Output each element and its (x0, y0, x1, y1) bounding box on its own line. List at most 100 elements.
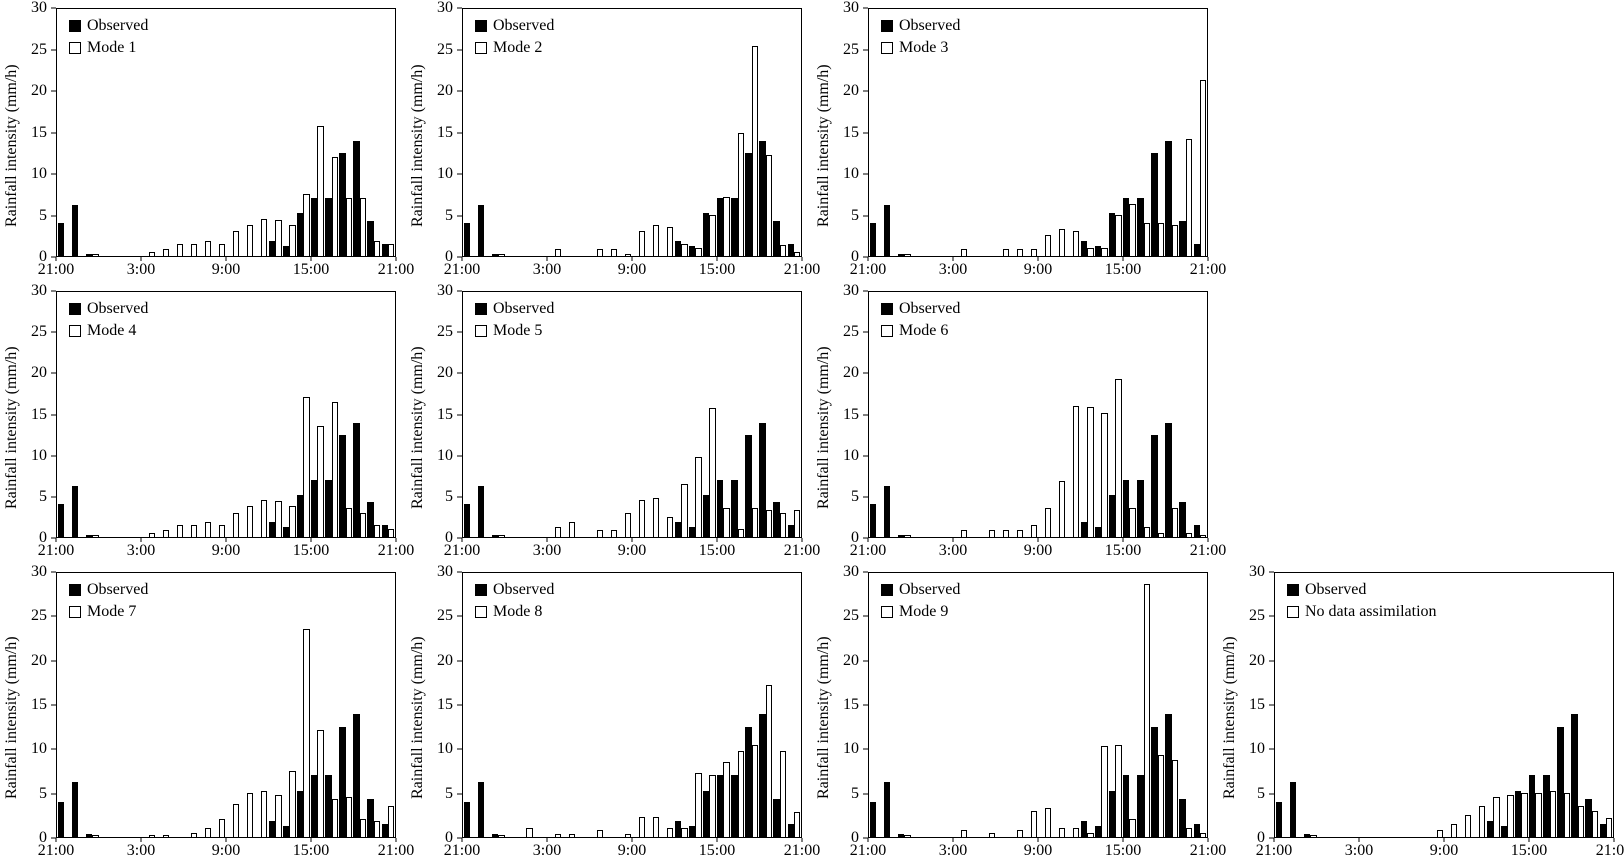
bar-slot (869, 9, 883, 256)
model-bar (1185, 828, 1193, 837)
model-bar (526, 828, 533, 837)
x-tick-label: 15:00 (698, 842, 736, 859)
observed-bar (688, 527, 696, 537)
y-tick-mark (457, 215, 462, 216)
x-tick-mark (801, 257, 803, 261)
chart-body: 0 5 10 15 20 25 30 Observed Mode 5 21:00 3:00 9:0… (428, 283, 820, 564)
y-tick-mark (51, 331, 56, 333)
model-bar (1087, 407, 1094, 537)
observed-bar (1094, 826, 1102, 837)
model-bar (988, 530, 995, 537)
y-tick-label: 20 (843, 82, 859, 99)
y-tick-label: 15 (31, 696, 47, 713)
x-tick-label: 9:00 (1023, 842, 1053, 859)
observed-bar (787, 524, 794, 537)
bar-slot (339, 292, 353, 537)
bar-slot (953, 9, 967, 256)
x-tick-label: 3:00 (126, 261, 156, 278)
y-tick-mark (457, 748, 462, 750)
chart-body: 0 5 10 15 20 25 30 Observed Mode 6 21:00 3:00 9:0… (834, 283, 1226, 564)
x-tick-label: 15:00 (292, 842, 330, 859)
legend: Observed Mode 2 (475, 15, 554, 59)
model-bar (751, 46, 758, 256)
model-bar (387, 528, 395, 537)
bar-slot (226, 292, 240, 537)
model-bar (779, 512, 787, 537)
model-bar (92, 254, 99, 256)
observed-bar (1151, 434, 1158, 537)
observed-swatch-icon (475, 20, 487, 32)
chart-mode-5: Rainfall intensity (mm/h) 0 5 10 15 20 25 30 O… (406, 283, 820, 564)
bar-slot (324, 9, 338, 256)
observed-bar (1193, 823, 1200, 837)
bar-slot (240, 9, 254, 256)
bar-slot (296, 292, 310, 537)
model-bar (779, 245, 787, 256)
y-tick-mark (457, 372, 462, 374)
bar-slot (1179, 573, 1193, 837)
bar-slot (156, 573, 170, 837)
legend-label: Mode 4 (87, 322, 137, 339)
plot-area: Observed Mode 1 (56, 8, 396, 257)
y-tick-label: 25 (843, 323, 859, 341)
observed-bar (1080, 241, 1088, 256)
observed-bar (787, 823, 794, 837)
bar-slot (702, 573, 716, 837)
bar-slot (1094, 9, 1108, 256)
x-tick-mark (1613, 838, 1615, 842)
y-tick-label: 25 (843, 40, 859, 58)
model-bar (737, 132, 744, 256)
x-tick-label: 9:00 (617, 842, 647, 859)
bar-slot (869, 573, 883, 837)
bar-slot (463, 292, 477, 537)
model-bar (1016, 829, 1024, 837)
bar-slot (184, 9, 198, 256)
x-tick-label: 3:00 (126, 842, 156, 859)
model-bar (1549, 791, 1556, 837)
observed-bar (1486, 821, 1494, 837)
y-axis-title: Rainfall intensity (mm/h) (409, 346, 426, 509)
bar-slot (660, 573, 674, 837)
observed-bar (1109, 213, 1116, 256)
x-tick-label: 21:00 (443, 261, 481, 278)
bar-series (869, 292, 1207, 537)
model-bar (92, 535, 99, 537)
x-tick-label: 21:00 (1595, 842, 1624, 859)
bar-slot (745, 573, 759, 837)
model-bar (737, 750, 744, 837)
observed-swatch-icon (1287, 584, 1299, 596)
y-axis-title: Rainfall intensity (mm/h) (3, 636, 20, 800)
observed-bar (463, 223, 471, 256)
observed-bar (745, 727, 752, 837)
y-tick-mark (457, 173, 462, 175)
model-bar (1129, 819, 1136, 837)
chart-mode-2: Rainfall intensity (mm/h) 0 5 10 15 20 25 30 O… (406, 0, 820, 283)
model-bar (317, 425, 324, 537)
observed-bar (731, 198, 738, 256)
y-tick-mark (457, 132, 462, 133)
observed-bar (773, 220, 780, 256)
observed-bar (883, 204, 891, 256)
model-bar (1465, 815, 1472, 837)
y-axis-title: Rainfall intensity (mm/h) (815, 64, 832, 227)
model-bar (359, 512, 366, 537)
bar-slot (310, 573, 324, 837)
y-tick-label: 5 (445, 487, 453, 505)
y-axis-ticks: 0 5 10 15 20 25 30 (1240, 564, 1274, 846)
y-tick-mark (51, 793, 56, 795)
y-tick-label: 30 (437, 282, 453, 299)
y-tick-mark (51, 173, 56, 175)
observed-bar (1151, 153, 1158, 256)
legend-item: Mode 9 (881, 601, 960, 623)
bar-slot (773, 9, 787, 256)
model-bar (232, 231, 240, 256)
model-bar (331, 157, 338, 256)
model-bar (331, 799, 338, 837)
chart-mode-9: Rainfall intensity (mm/h) 0 5 10 15 20 25 30 O… (812, 564, 1226, 864)
bar-slot (576, 9, 590, 256)
model-bar (232, 803, 240, 837)
model-swatch-icon (881, 606, 893, 618)
bar-slot (1599, 573, 1613, 837)
y-tick-label: 10 (437, 446, 453, 464)
model-bar (695, 772, 702, 837)
